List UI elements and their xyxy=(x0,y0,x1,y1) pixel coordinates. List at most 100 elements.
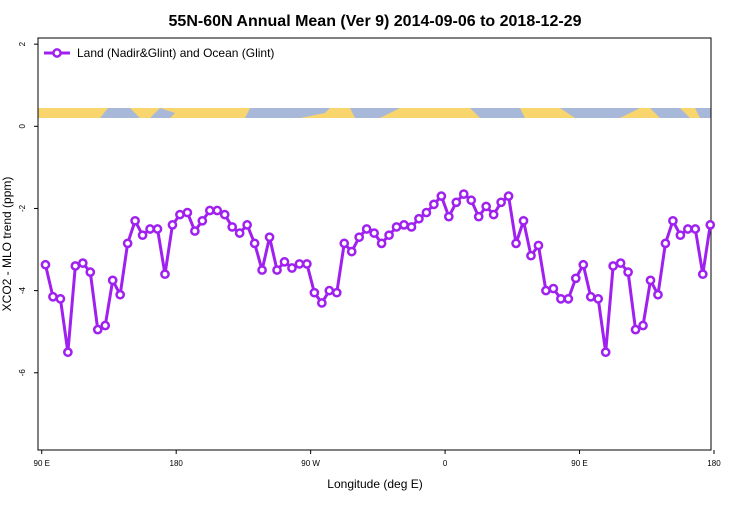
data-point xyxy=(339,238,350,249)
data-point xyxy=(324,285,335,296)
data-point xyxy=(496,197,506,208)
data-point xyxy=(160,269,170,280)
data-point xyxy=(264,232,275,243)
data-point xyxy=(533,240,544,251)
data-point xyxy=(107,275,118,286)
x-tick-label: 180 xyxy=(707,459,721,468)
data-point xyxy=(406,222,417,232)
data-point xyxy=(115,289,126,300)
data-point xyxy=(518,215,529,226)
data-point xyxy=(503,191,514,201)
y-tick-label: -4 xyxy=(18,287,27,295)
data-point xyxy=(376,238,387,249)
y-tick-label: -6 xyxy=(18,369,27,377)
data-point xyxy=(92,324,103,335)
data-point xyxy=(77,258,88,268)
data-point xyxy=(316,298,327,308)
data-point xyxy=(175,209,185,220)
data-point xyxy=(585,291,596,302)
data-point xyxy=(152,224,163,234)
data-point xyxy=(481,201,492,212)
data-point xyxy=(399,220,409,230)
data-point xyxy=(55,293,66,304)
data-point xyxy=(443,211,454,222)
y-tick-label: 2 xyxy=(18,41,27,46)
data-point xyxy=(466,195,477,206)
data-point xyxy=(85,267,96,277)
data-point xyxy=(541,285,551,296)
data-point xyxy=(451,197,462,208)
x-tick-label: 90 E xyxy=(571,459,587,468)
data-point xyxy=(563,293,574,304)
data-point xyxy=(675,230,686,241)
x-tick-label: 90 E xyxy=(34,459,50,468)
data-point xyxy=(130,215,140,226)
data-point xyxy=(145,224,155,234)
data-point xyxy=(578,259,589,270)
data-point xyxy=(608,261,618,271)
data-point xyxy=(593,293,604,304)
data-line xyxy=(44,192,712,353)
data-point xyxy=(354,232,365,243)
data-point xyxy=(167,220,178,230)
data-point xyxy=(40,259,51,270)
data-point xyxy=(361,224,372,234)
data-point xyxy=(204,205,215,216)
data-point xyxy=(488,209,499,220)
data-point xyxy=(257,265,267,275)
data-point xyxy=(473,211,484,222)
data-point xyxy=(556,293,566,304)
data-point xyxy=(137,230,148,241)
data-point xyxy=(70,261,81,271)
data-point xyxy=(705,220,716,230)
y-tick-label: -2 xyxy=(18,204,27,212)
data-point xyxy=(190,226,200,236)
data-point xyxy=(287,263,297,273)
data-point xyxy=(384,230,394,241)
data-point xyxy=(548,283,559,294)
x-axis-label: Longitude (deg E) xyxy=(327,477,422,491)
y-tick-label: 0 xyxy=(18,124,27,129)
x-tick-label: 90 W xyxy=(301,459,320,468)
data-point xyxy=(690,224,701,234)
data-point xyxy=(63,347,73,358)
data-point xyxy=(182,207,193,218)
data-point xyxy=(511,238,521,249)
data-point xyxy=(331,287,342,298)
x-tick-label: 0 xyxy=(443,459,448,468)
chart-title: 55N-60N Annual Mean (Ver 9) 2014-09-06 t… xyxy=(169,13,582,30)
data-point xyxy=(421,207,432,218)
data-point xyxy=(197,215,208,226)
data-point xyxy=(414,213,424,224)
x-tick-label: 180 xyxy=(170,459,184,468)
data-point xyxy=(279,257,290,267)
data-point xyxy=(234,228,245,238)
map-strip xyxy=(38,108,711,118)
data-point xyxy=(212,205,223,216)
data-point xyxy=(436,191,447,201)
data-point xyxy=(615,258,626,268)
data-point xyxy=(227,222,238,232)
y-axis-label: XCO2 - MLO trend (ppm) xyxy=(0,177,14,312)
data-point xyxy=(570,273,581,284)
data-point xyxy=(697,269,708,280)
data-point xyxy=(526,250,536,261)
plot-frame xyxy=(37,37,712,451)
data-point xyxy=(272,265,282,275)
legend-marker xyxy=(52,48,62,58)
data-point xyxy=(219,209,230,220)
legend-label: Land (Nadir&Glint) and Ocean (Glint) xyxy=(77,46,274,60)
data-point xyxy=(645,275,656,286)
data-point xyxy=(623,267,633,277)
data-point xyxy=(391,222,402,232)
data-point xyxy=(653,289,663,300)
data-point xyxy=(294,259,305,269)
data-point xyxy=(682,224,693,234)
data-point xyxy=(100,320,111,331)
data-point xyxy=(48,291,58,302)
data-point xyxy=(630,324,641,335)
data-point xyxy=(242,220,252,230)
data-point xyxy=(668,215,678,226)
data-point xyxy=(638,320,648,331)
